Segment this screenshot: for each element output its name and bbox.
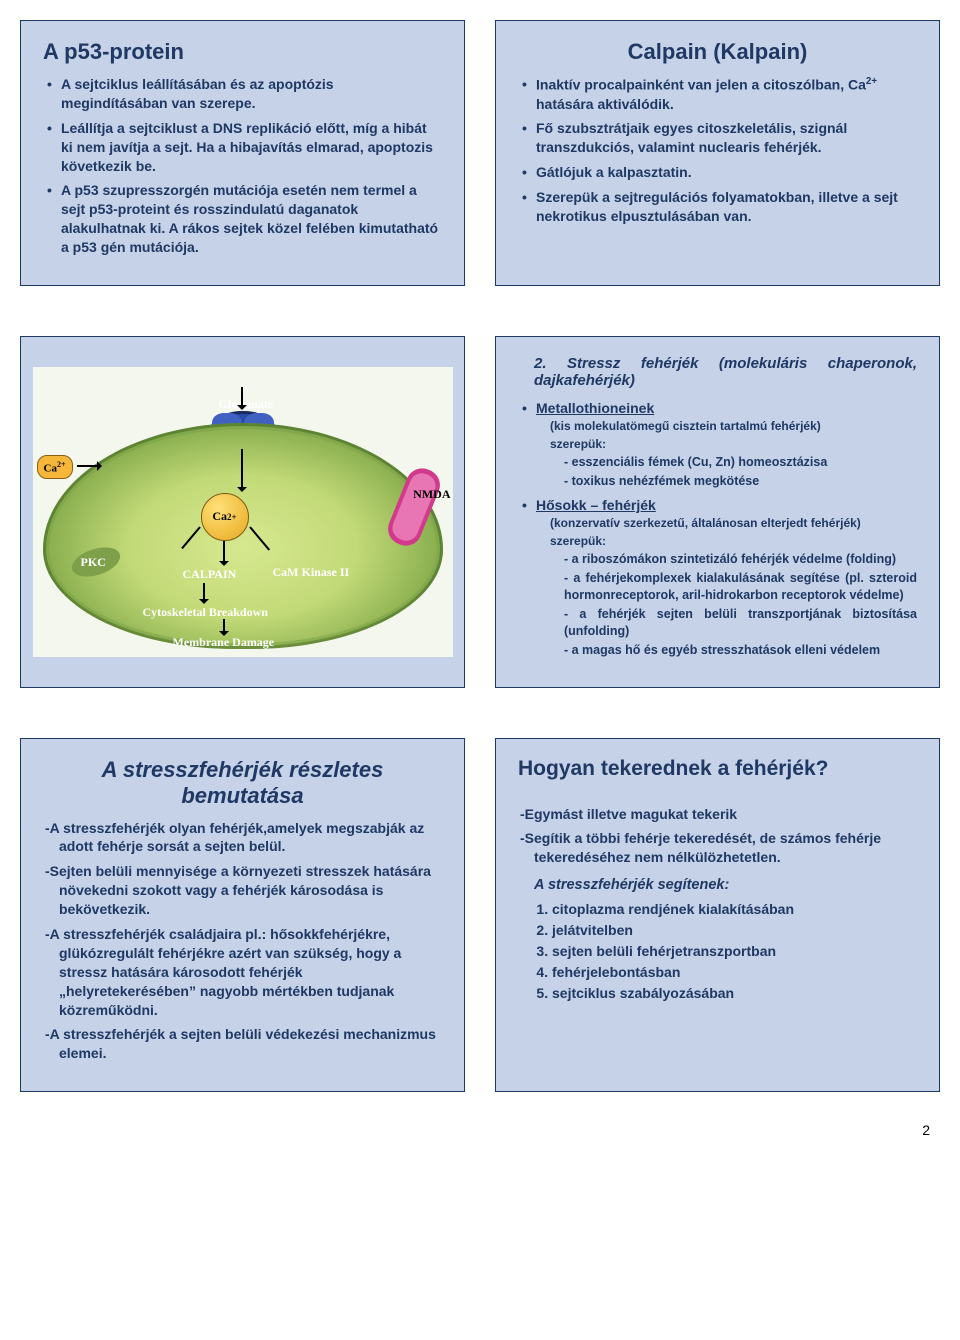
- label-camk: CaM Kinase II: [273, 565, 350, 580]
- role-label: szerepük:: [550, 436, 917, 452]
- para: -A stresszfehérjék családjaira pl.: hőso…: [57, 925, 442, 1019]
- slide1-title: A p53-protein: [43, 39, 442, 65]
- bullet: Inaktív procalpainként van jelen a citos…: [522, 75, 917, 113]
- arrow-icon: [223, 619, 225, 633]
- role-item: - a riboszómákon szintetizáló fehérjék v…: [564, 551, 917, 568]
- bullet: A sejtciklus leállításában és az apoptóz…: [47, 75, 442, 113]
- list-item: sejtciklus szabályozásában: [552, 983, 917, 1004]
- bullet: A p53 szupresszorgén mutációja esetén ne…: [47, 181, 442, 257]
- slide-stress-detail: A stresszfehérjék részletes bemutatása -…: [20, 738, 465, 1093]
- role-item: - a fehérjék sejten belüli transzportján…: [564, 606, 917, 640]
- label-calpain: CALPAIN: [183, 567, 237, 582]
- role-item: - a magas hő és egyéb stresszhatások ell…: [564, 642, 917, 659]
- list-item: jelátvitelben: [552, 920, 917, 941]
- arrow-icon: [223, 541, 225, 563]
- page-number: 2: [20, 1122, 940, 1138]
- numbered-list: citoplazma rendjének kialakításában jelá…: [552, 899, 917, 1004]
- item-note: (konzervatív szerkezetű, általánosan elt…: [550, 515, 917, 531]
- para: -Segítik a többi fehérje tekeredését, de…: [532, 829, 917, 867]
- bullet: Hősokk – fehérjék (konzervatív szerkezet…: [522, 496, 917, 659]
- slide4-list: Metallothioneinek (kis molekulatömegű ci…: [522, 399, 917, 659]
- list-item: fehérjelebontásban: [552, 962, 917, 983]
- slide2-title: Calpain (Kalpain): [518, 39, 917, 65]
- label-pkc: PKC: [81, 555, 106, 570]
- slide-p53: A p53-protein A sejtciklus leállításában…: [20, 20, 465, 286]
- para: -Sejten belüli mennyisége a környezeti s…: [57, 862, 442, 919]
- bullet: Metallothioneinek (kis molekulatömegű ci…: [522, 399, 917, 490]
- ca-badge-out: Ca2+: [37, 455, 73, 480]
- slide4-subtitle: 2. Stressz fehérjék (molekuláris chapero…: [534, 355, 917, 389]
- bullet: Szerepük a sejtregulációs folyamatokban,…: [522, 188, 917, 226]
- arrow-icon: [241, 387, 243, 407]
- list-item: citoplazma rendjének kialakításában: [552, 899, 917, 920]
- role-label: szerepük:: [550, 533, 917, 549]
- label-md: Membrane Damage: [173, 635, 275, 650]
- slide5-title: A stresszfehérjék részletes bemutatása: [43, 757, 442, 809]
- helper-title: A stresszfehérjék segítenek:: [534, 877, 917, 893]
- slide6-title: Hogyan tekerednek a fehérjék?: [518, 757, 917, 781]
- para: -Egymást illetve magukat tekerik: [532, 805, 917, 824]
- label-csb: Cytoskeletal Breakdown: [143, 605, 268, 620]
- arrow-icon: [203, 583, 205, 601]
- slide1-bullets: A sejtciklus leállításában és az apoptóz…: [47, 75, 442, 257]
- para: -A stresszfehérjék olyan fehérjék,amelye…: [57, 819, 442, 857]
- role-item: - a fehérjekomplexek kialakulásának segí…: [564, 570, 917, 604]
- slide-calpain: Calpain (Kalpain) Inaktív procalpainként…: [495, 20, 940, 286]
- slide-protein-folding: Hogyan tekerednek a fehérjék? -Egymást i…: [495, 738, 940, 1093]
- bullet: Gátlójuk a kalpasztatin.: [522, 163, 917, 182]
- slide2-bullets: Inaktív procalpainként van jelen a citos…: [522, 75, 917, 226]
- bullet: Fő szubsztrátjaik egyes citoszkeletális,…: [522, 119, 917, 157]
- arrow-icon: [77, 465, 99, 467]
- list-item: sejten belüli fehérjetranszportban: [552, 941, 917, 962]
- role-item: - esszenciális fémek (Cu, Zn) homeosztáz…: [564, 454, 917, 471]
- diagram-canvas: Glutamate NMDA Ca2+ Ca2+ PKC CALPAIN CaM…: [33, 367, 453, 657]
- arrow-icon: [241, 449, 243, 489]
- slide-cell-diagram: Glutamate NMDA Ca2+ Ca2+ PKC CALPAIN CaM…: [20, 336, 465, 688]
- bullet: Leállítja a sejtciklust a DNS replikáció…: [47, 119, 442, 176]
- label-nmda: NMDA: [413, 487, 450, 502]
- ca-circle-in: Ca2+: [201, 493, 249, 541]
- para: -A stresszfehérjék a sejten belüli védek…: [57, 1025, 442, 1063]
- sub-block: (kis molekulatömegű cisztein tartalmú fe…: [550, 418, 917, 490]
- sub-block: (konzervatív szerkezetű, általánosan elt…: [550, 515, 917, 659]
- slide-stress-proteins-types: 2. Stressz fehérjék (molekuláris chapero…: [495, 336, 940, 688]
- role-item: - toxikus nehézfémek megkötése: [564, 473, 917, 490]
- item-head: Hősokk – fehérjék: [536, 497, 656, 513]
- item-note: (kis molekulatömegű cisztein tartalmú fe…: [550, 418, 917, 434]
- item-head: Metallothioneinek: [536, 400, 654, 416]
